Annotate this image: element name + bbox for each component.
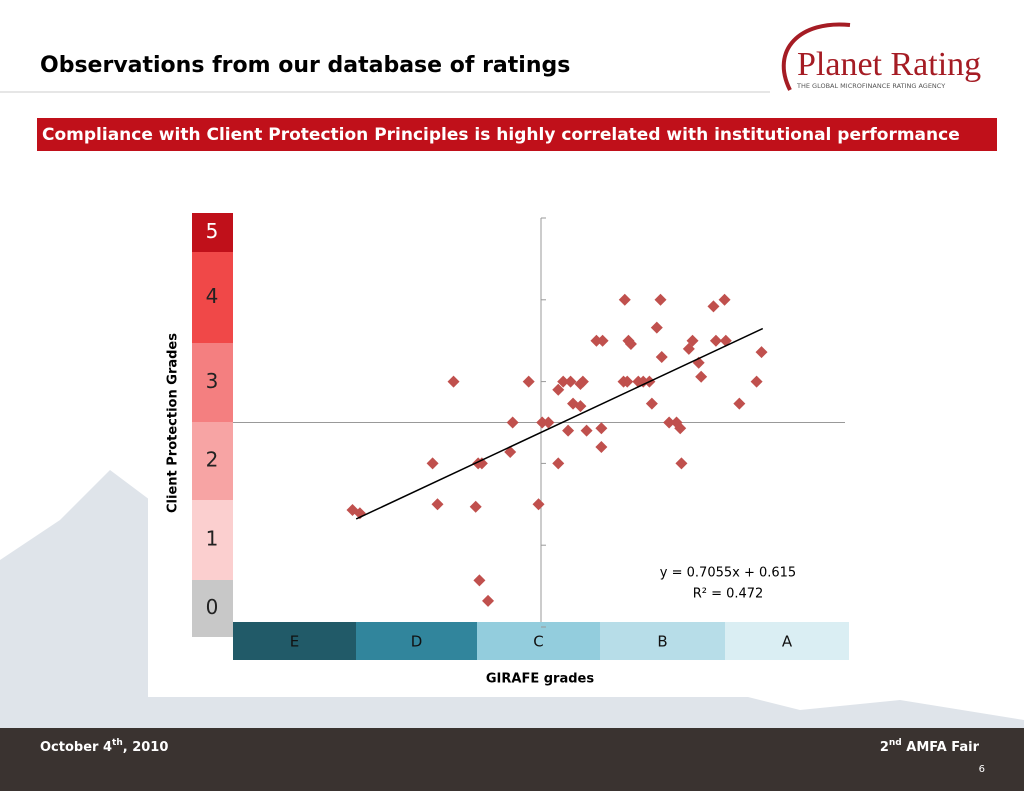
- date-sup: th: [112, 738, 123, 748]
- x-band-label: E: [290, 633, 299, 651]
- point: [426, 457, 439, 470]
- point: [542, 416, 555, 429]
- y-band: [192, 252, 233, 343]
- point: [557, 375, 570, 388]
- point: [750, 375, 763, 388]
- point: [506, 416, 519, 429]
- point: [733, 397, 746, 410]
- date-text: October 4: [40, 740, 112, 755]
- event-text: 2: [880, 740, 889, 755]
- x-band-label: D: [411, 633, 423, 651]
- x-axis-label: GIRAFE grades: [486, 672, 594, 687]
- footer-date: October 4th, 2010: [40, 738, 168, 755]
- point: [482, 594, 495, 607]
- y-band: [192, 580, 233, 637]
- logo-tagline: THE GLOBAL MICROFINANCE RATING AGENCY: [796, 82, 945, 90]
- point: [675, 457, 688, 470]
- chart: 5 4 3 2 1 0 E D C B A Client Protection Grades GIRAF…: [166, 213, 849, 687]
- x-band-label: A: [782, 633, 793, 651]
- point: [469, 500, 482, 513]
- point: [674, 422, 687, 435]
- y-axis-label: Client Protection Grades: [166, 333, 181, 513]
- point: [552, 383, 565, 396]
- point: [663, 416, 676, 429]
- event-text: AMFA Fair: [902, 740, 980, 755]
- point: [707, 300, 720, 313]
- point: [532, 498, 545, 511]
- slide-title: Observations from our database of rating…: [40, 53, 570, 78]
- point: [562, 424, 575, 437]
- point: [596, 334, 609, 347]
- x-band: [233, 622, 356, 660]
- event-sup: nd: [889, 738, 902, 748]
- point: [522, 375, 535, 388]
- point: [595, 422, 608, 435]
- point: [475, 457, 488, 470]
- point: [755, 346, 768, 359]
- trend-equation: y = 0.7055x + 0.615: [660, 566, 796, 581]
- logo: Planet Rating: [797, 46, 981, 83]
- point: [536, 416, 549, 429]
- point: [645, 397, 658, 410]
- point: [552, 457, 565, 470]
- page-number: 6: [979, 764, 985, 775]
- x-band: [477, 622, 600, 660]
- point: [574, 400, 587, 413]
- y-band: [192, 422, 233, 500]
- date-text: , 2010: [123, 740, 169, 755]
- point: [473, 574, 486, 587]
- x-band-label: C: [533, 633, 543, 651]
- y-band-label: 0: [206, 595, 219, 619]
- point: [595, 441, 608, 454]
- y-band-label: 3: [206, 369, 219, 393]
- point: [431, 498, 444, 511]
- point: [650, 321, 663, 334]
- point: [624, 337, 637, 350]
- x-band: [356, 622, 477, 660]
- trend-r2: R² = 0.472: [693, 587, 764, 602]
- y-band-label: 4: [206, 284, 219, 308]
- banner: [37, 118, 997, 151]
- chart-panel: [148, 195, 896, 697]
- logo-arc: [781, 22, 851, 91]
- y-band-label: 5: [206, 219, 219, 243]
- y-band-label: 1: [206, 527, 219, 551]
- point: [655, 351, 668, 364]
- y-band: [192, 500, 233, 580]
- point: [709, 334, 722, 347]
- point: [686, 334, 699, 347]
- point: [564, 375, 577, 388]
- y-band: [192, 213, 233, 252]
- x-band: [600, 622, 725, 660]
- y-band-label: 2: [206, 448, 219, 472]
- x-band: [725, 622, 849, 660]
- y-band: [192, 343, 233, 422]
- point: [447, 375, 460, 388]
- point: [621, 375, 634, 388]
- banner-text: Compliance with Client Protection Princi…: [42, 125, 960, 145]
- point: [695, 370, 708, 383]
- trendline: [355, 327, 764, 520]
- point: [618, 293, 631, 306]
- footer-event: 2nd AMFA Fair: [880, 738, 980, 755]
- point: [637, 375, 650, 388]
- point: [654, 293, 667, 306]
- x-band-label: B: [657, 633, 667, 651]
- footer-bar: [0, 728, 1024, 791]
- point: [590, 334, 603, 347]
- point: [576, 375, 589, 388]
- point: [718, 293, 731, 306]
- point: [580, 424, 593, 437]
